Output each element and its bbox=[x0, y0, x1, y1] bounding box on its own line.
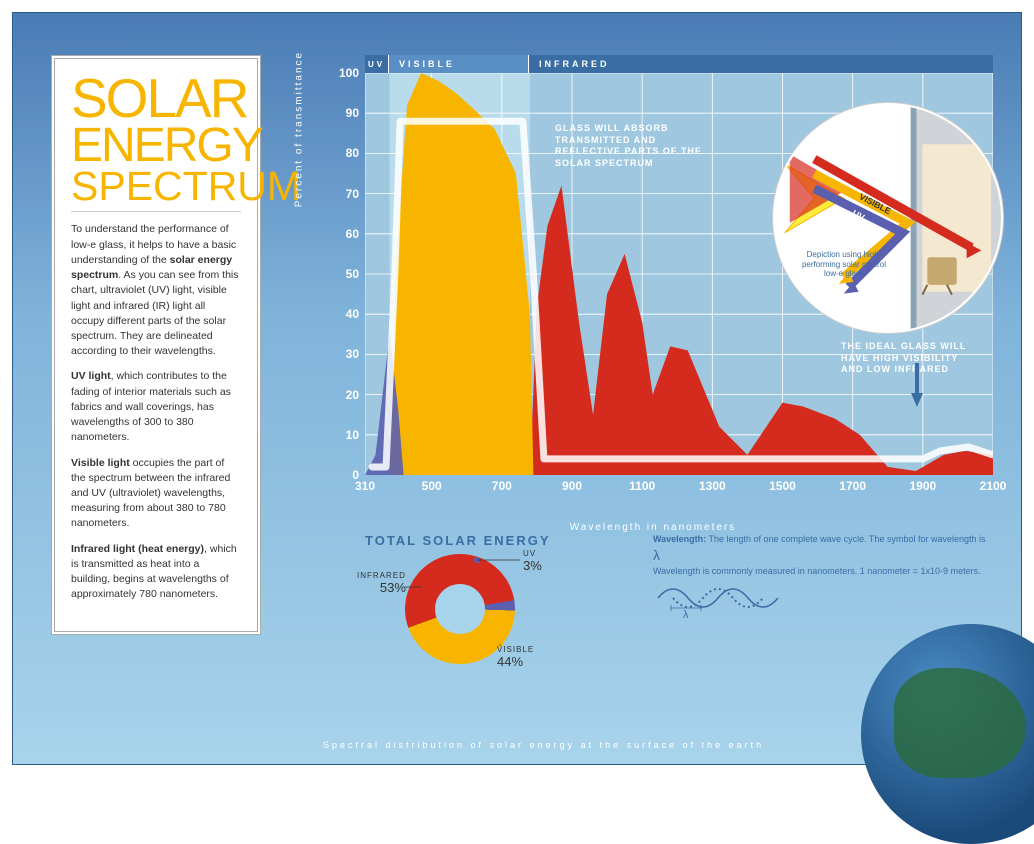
spectrum-chart: UV VISIBLE INFRARED Percent of transmitt… bbox=[313, 55, 993, 505]
earth-graphic bbox=[861, 624, 1034, 844]
title-line-2: ENERGY bbox=[71, 124, 241, 168]
chart-annotation-2: THE IDEAL GLASS WILL HAVE HIGH VISIBILIT… bbox=[841, 341, 981, 376]
inset-diagram: INFRARED VISIBLE UV Depiction using high… bbox=[773, 103, 1003, 333]
svg-text:λ: λ bbox=[683, 609, 689, 618]
y-axis-label: Percent of transmittance bbox=[294, 51, 305, 207]
ytick: 60 bbox=[346, 227, 359, 241]
ytick: 70 bbox=[346, 187, 359, 201]
inset-caption: Depiction using high-performing solar co… bbox=[799, 250, 889, 279]
xtick: 1100 bbox=[629, 479, 655, 493]
xtick: 500 bbox=[422, 479, 442, 493]
xtick: 1900 bbox=[909, 479, 936, 493]
ytick: 20 bbox=[346, 388, 359, 402]
wave-icon: λ bbox=[653, 578, 783, 618]
xtick: 1300 bbox=[699, 479, 726, 493]
footer-caption: Spectral distribution of solar energy at… bbox=[323, 740, 764, 750]
band-header: UV VISIBLE INFRARED bbox=[365, 55, 993, 73]
main-frame: SOLAR ENERGY SPECTRUM To understand the … bbox=[12, 12, 1022, 765]
band-visible: VISIBLE bbox=[389, 55, 529, 73]
ytick: 100 bbox=[339, 66, 359, 80]
donut-chart: TOTAL SOLAR ENERGY INFRARED53% UV3% VISI… bbox=[365, 533, 625, 664]
donut-title: TOTAL SOLAR ENERGY bbox=[365, 533, 625, 548]
xtick: 700 bbox=[492, 479, 512, 493]
arrow-icon bbox=[911, 393, 923, 407]
band-infrared: INFRARED bbox=[529, 55, 993, 73]
sidebar-panel: SOLAR ENERGY SPECTRUM To understand the … bbox=[51, 55, 261, 635]
xtick: 1700 bbox=[839, 479, 866, 493]
xtick: 2100 bbox=[980, 479, 1007, 493]
xtick: 900 bbox=[562, 479, 582, 493]
main-title: SOLAR ENERGY SPECTRUM bbox=[71, 73, 241, 212]
donut-label-infrared: INFRARED53% bbox=[357, 572, 406, 595]
title-line-1: SOLAR bbox=[71, 73, 241, 124]
ytick: 90 bbox=[346, 106, 359, 120]
wavelength-definition: Wavelength: The length of one complete w… bbox=[653, 533, 993, 621]
chart-annotation-1: GLASS WILL ABSORB TRANSMITTED AND REFLEC… bbox=[555, 123, 705, 170]
xtick: 310 bbox=[355, 479, 375, 493]
donut-label-visible: VISIBLE44% bbox=[497, 646, 534, 669]
plot-region: 0102030405060708090100 31050070090011001… bbox=[365, 73, 993, 475]
ytick: 50 bbox=[346, 267, 359, 281]
band-uv: UV bbox=[365, 55, 389, 73]
ytick: 80 bbox=[346, 146, 359, 160]
x-axis-label: Wavelength in nanometers bbox=[570, 522, 737, 533]
ytick: 30 bbox=[346, 347, 359, 361]
ytick: 40 bbox=[346, 307, 359, 321]
inset-svg: INFRARED VISIBLE UV bbox=[775, 105, 1001, 331]
body-copy: To understand the performance of low-e g… bbox=[71, 222, 241, 602]
ytick: 10 bbox=[346, 428, 359, 442]
xtick: 1500 bbox=[769, 479, 796, 493]
donut-label-uv: UV3% bbox=[523, 550, 542, 573]
title-line-3: SPECTRUM bbox=[71, 168, 241, 206]
